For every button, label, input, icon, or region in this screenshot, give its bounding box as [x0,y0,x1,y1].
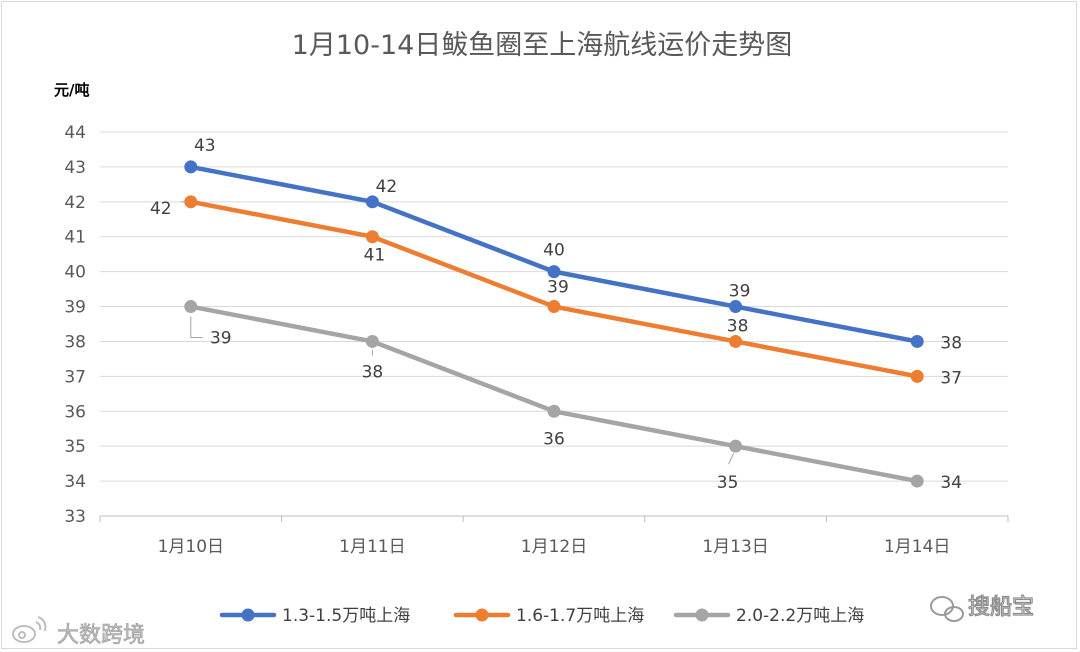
y-tick-label: 37 [64,367,86,387]
legend: 1.3-1.5万吨上海 1.6-1.7万吨上海 2.0-2.2万吨上海 [219,606,864,626]
y-tick-label: 34 [64,472,86,492]
data-point-marker [365,334,379,348]
watermark-right: 搜船宝 [930,594,1035,622]
data-point-marker [184,300,198,314]
y-tick-label: 42 [64,193,86,213]
gridlines [100,131,1008,517]
data-label: 43 [194,136,216,156]
y-axis-ticks: 33 34 35 36 37 38 39 40 41 42 43 44 [64,123,86,527]
data-label: 38 [362,362,384,382]
data-label: 38 [940,333,962,353]
data-label: 35 [717,473,739,493]
data-label: 41 [364,246,386,266]
data-label: 40 [543,241,565,261]
legend-label: 2.0-2.2万吨上海 [736,606,864,626]
data-label: 42 [376,177,398,197]
x-tick-label: 1月12日 [521,537,587,557]
y-tick-label: 41 [64,228,86,248]
data-label: 39 [729,282,751,302]
data-point-marker [547,265,561,279]
x-axis: 1月10日 1月11日 1月12日 1月13日 1月14日 [99,515,1009,557]
data-point-marker [365,230,379,244]
data-point-marker [365,195,379,209]
y-tick-label: 36 [64,402,86,422]
data-point-marker [729,300,743,314]
data-point-marker [184,195,198,209]
data-label: 38 [727,316,749,336]
y-tick-label: 39 [64,298,86,318]
data-labels: 43 42 40 39 38 42 41 39 38 37 39 38 36 35 34 [150,136,962,493]
y-tick-label: 44 [64,123,86,143]
data-point-marker [729,439,743,453]
y-tick-label: 33 [64,507,86,527]
data-label: 39 [210,329,232,349]
legend-swatch-marker [695,608,709,622]
y-axis-unit-label: 元/吨 [54,81,89,99]
data-label: 36 [543,429,565,449]
x-tick-label: 1月11日 [339,537,405,557]
leader-line [728,452,735,465]
data-point-marker [910,334,924,348]
data-point-marker [729,334,743,348]
data-point-marker [910,369,924,383]
legend-swatch-marker [241,608,255,622]
data-label: 34 [940,473,962,493]
leader-line [190,316,203,339]
data-label: 39 [547,278,569,298]
y-tick-label: 35 [64,437,86,457]
data-point-marker [910,474,924,488]
legend-label: 1.3-1.5万吨上海 [282,606,410,626]
watermark-left-text: 大数跨境 [57,623,145,648]
data-point-marker [184,160,198,174]
legend-label: 1.6-1.7万吨上海 [516,606,644,626]
x-tick-label: 1月13日 [702,537,768,557]
wechat-logo-icon [930,596,964,622]
series-line-3 [188,304,920,484]
y-tick-label: 43 [64,158,86,178]
series-group [184,160,924,488]
x-tick-label: 1月14日 [884,537,950,557]
weibo-logo-icon [12,616,47,643]
data-label: 42 [150,199,172,219]
data-point-marker [547,404,561,418]
y-tick-label: 38 [64,332,86,352]
data-label: 37 [940,368,962,388]
legend-swatch-marker [475,608,489,622]
y-tick-label: 40 [64,263,86,283]
watermark-left: 大数跨境 [12,616,145,648]
watermark-right-text: 搜船宝 [968,595,1034,620]
data-point-marker [547,300,561,314]
x-tick-label: 1月10日 [158,537,224,557]
chart-title: 1月10-14日鲅鱼圈至上海航线运价走势图 [292,30,793,61]
